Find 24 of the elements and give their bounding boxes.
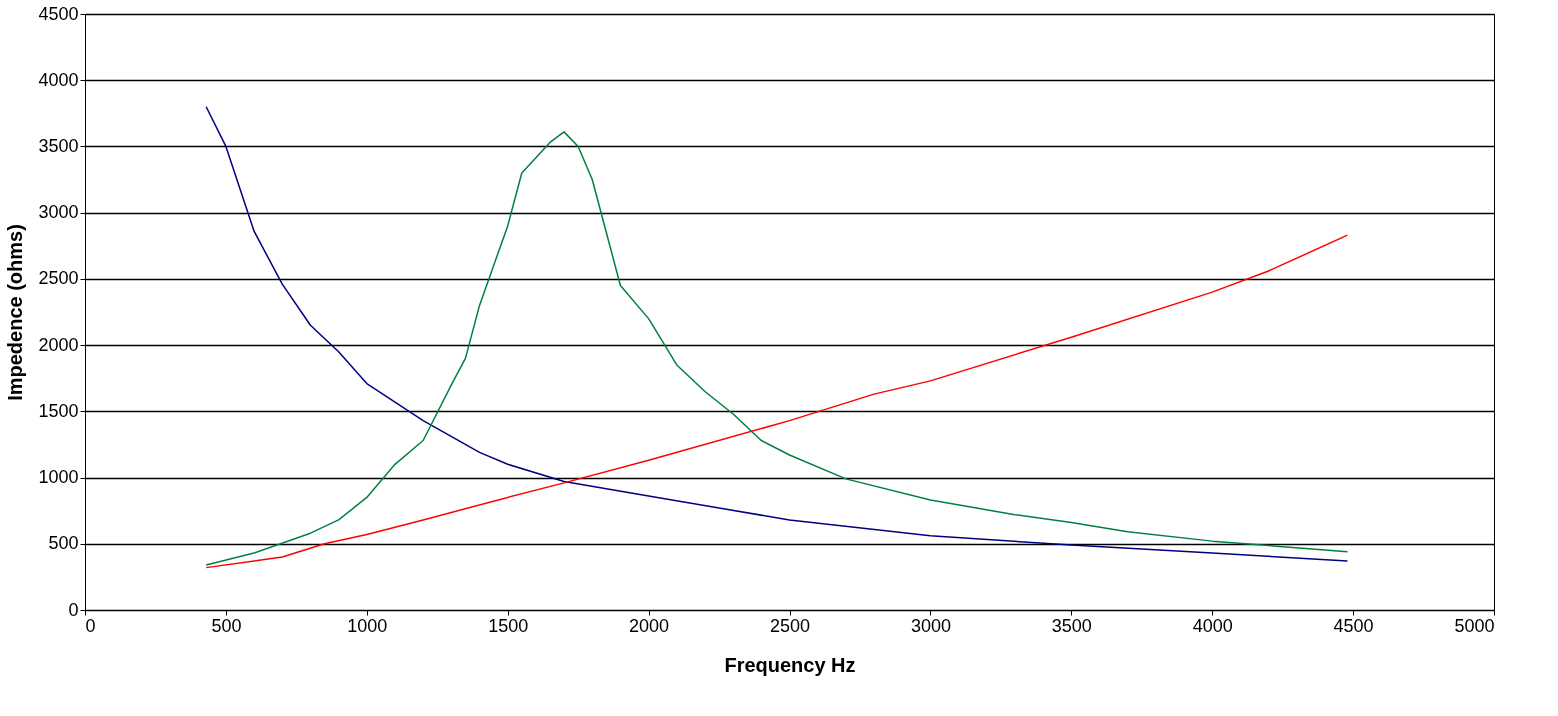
y-tick-label: 1000 (38, 467, 79, 488)
x-tick-label: 500 (211, 615, 242, 636)
x-tick-label: 5000 (1454, 615, 1495, 636)
x-tick-label: 1000 (347, 615, 388, 636)
x-tick-label: 2500 (769, 615, 811, 636)
y-tick-label: 3500 (38, 135, 79, 156)
x-tick-label: 3500 (1051, 615, 1092, 636)
line-series (205, 234, 1349, 569)
y-tick-label: 2500 (38, 268, 79, 289)
y-tick-label: 1500 (38, 400, 79, 421)
x-axis-title: Frequency Hz (724, 653, 856, 676)
y-tick-label: 0 (68, 599, 79, 620)
y-tick-label: 4500 (38, 3, 79, 24)
x-tick-label: 1500 (488, 615, 529, 636)
x-tick-label: 4500 (1333, 615, 1374, 636)
x-tick-label: 0 (85, 615, 96, 636)
y-axis-title: Impedence (ohms) (4, 224, 27, 401)
y-tick-label: 2000 (38, 334, 79, 355)
x-tick-label: 2000 (629, 615, 670, 636)
y-tick-label: 3000 (38, 202, 79, 223)
x-tick-label: 4000 (1192, 615, 1233, 636)
y-tick-label: 500 (48, 533, 79, 554)
y-tick-label: 4000 (38, 69, 79, 90)
x-tick-label: 3000 (910, 615, 951, 636)
